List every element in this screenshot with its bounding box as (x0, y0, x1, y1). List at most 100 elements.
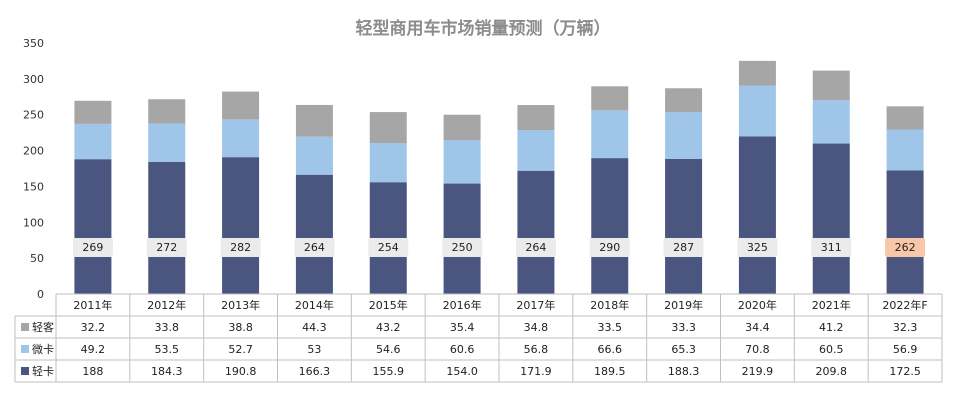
bar-segment (738, 85, 776, 137)
table-cell: 219.9 (742, 365, 774, 378)
table-cell: 53 (307, 343, 321, 356)
total-labels: 269 272 282 264 254 250 264 290 287 325 311 262 (72, 238, 926, 257)
x-tick-label: 2015年 (369, 298, 408, 312)
table-cell: 53.5 (155, 343, 180, 356)
table-cell: 171.9 (520, 365, 552, 378)
legend-label: 轻卡 (32, 364, 54, 378)
bar-segment (222, 157, 260, 294)
table-cell: 34.8 (524, 321, 549, 334)
table-cell: 32.3 (893, 321, 918, 334)
table-cell: 54.6 (376, 343, 401, 356)
total-label: 282 (230, 241, 251, 254)
table-cell: 56.9 (893, 343, 918, 356)
bar-segment (369, 143, 407, 183)
total-label: 254 (378, 241, 399, 254)
total-label: 250 (452, 241, 473, 254)
legend-swatch (21, 323, 29, 331)
table-cell: 60.5 (819, 343, 844, 356)
x-tick-label: 2022年F (882, 298, 927, 312)
y-tick-label: 50 (30, 252, 44, 265)
bar-segment (443, 140, 481, 184)
total-label-box (811, 238, 852, 257)
table-cell: 184.3 (151, 365, 183, 378)
x-tick-label: 2012年 (147, 298, 186, 312)
y-tick-label: 100 (23, 216, 44, 229)
y-tick-label: 350 (23, 37, 44, 50)
bar-segment (222, 119, 260, 158)
table-cell: 35.4 (450, 321, 475, 334)
legend-swatch (21, 367, 29, 375)
table-cell: 154.0 (446, 365, 478, 378)
total-label-box (737, 238, 778, 257)
bar-segment (665, 88, 703, 113)
table-cell: 172.5 (889, 365, 921, 378)
x-tick-label: 2021年 (812, 298, 851, 312)
table-cell: 190.8 (225, 365, 257, 378)
bar-segment (74, 100, 112, 124)
bar-segment (222, 91, 260, 120)
y-tick-label: 250 (23, 109, 44, 122)
table-cell: 56.8 (524, 343, 549, 356)
data-table: 2011年 2012年 2013年 2014年 2015年 2016年 2017年 2018年… (14, 293, 943, 383)
table-cell: 209.8 (816, 365, 848, 378)
legend-label: 微卡 (32, 342, 54, 356)
table-cell: 33.8 (155, 321, 180, 334)
total-label-box (146, 238, 187, 257)
bar-segment (591, 158, 629, 294)
total-label: 290 (599, 241, 620, 254)
table-cell: 33.3 (671, 321, 696, 334)
bar-segment (738, 136, 776, 294)
total-label: 272 (156, 241, 177, 254)
table-cell: 34.4 (745, 321, 770, 334)
total-label: 264 (525, 241, 546, 254)
total-label: 311 (821, 241, 842, 254)
x-tick-label: 2019年 (664, 298, 703, 312)
table-cell: 66.6 (598, 343, 623, 356)
table-cell: 70.8 (745, 343, 770, 356)
bar-segment (74, 123, 112, 160)
bars (74, 60, 924, 294)
y-tick-label: 300 (23, 73, 44, 86)
x-tick-label: 2017年 (516, 298, 555, 312)
table-cell: 188.3 (668, 365, 700, 378)
bar-segment (812, 100, 850, 144)
legend-label: 轻客 (32, 320, 54, 334)
total-label-box (220, 238, 261, 257)
y-axis: 0 50 100 150 200 250 300 350 (23, 37, 44, 301)
x-tick-label: 2018年 (590, 298, 629, 312)
bar-segment (443, 114, 481, 141)
bar-segment (665, 112, 703, 159)
bar-segment (812, 70, 850, 101)
table-cell: 43.2 (376, 321, 401, 334)
table-cell: 166.3 (299, 365, 331, 378)
table-cell: 189.5 (594, 365, 626, 378)
bar-segment (517, 129, 555, 171)
table-cell: 38.8 (228, 321, 253, 334)
total-label-box (885, 238, 926, 257)
table-cell: 188 (82, 365, 103, 378)
total-label-box (368, 238, 409, 257)
bar-segment (517, 105, 555, 130)
table-cell: 155.9 (373, 365, 405, 378)
total-label-box (442, 238, 483, 257)
table-cell: 60.6 (450, 343, 475, 356)
bar-segment (886, 106, 924, 130)
table-cell: 32.2 (81, 321, 106, 334)
x-tick-label: 2011年 (73, 298, 112, 312)
table-cell: 65.3 (671, 343, 696, 356)
bar-segment (295, 136, 333, 175)
bar-segment (812, 143, 850, 294)
total-label: 287 (673, 241, 694, 254)
y-tick-label: 150 (23, 180, 44, 193)
bar-segment (295, 174, 333, 294)
bar-segment (74, 159, 112, 294)
bar-segment (517, 170, 555, 294)
bar-segment (591, 110, 629, 159)
x-tick-label: 2016年 (443, 298, 482, 312)
legend-swatch (21, 345, 29, 353)
bar-segment (665, 158, 703, 294)
bar-segment (369, 112, 407, 144)
bar-segment (738, 60, 776, 86)
table-cell: 52.7 (228, 343, 253, 356)
bar-segment (148, 123, 186, 162)
